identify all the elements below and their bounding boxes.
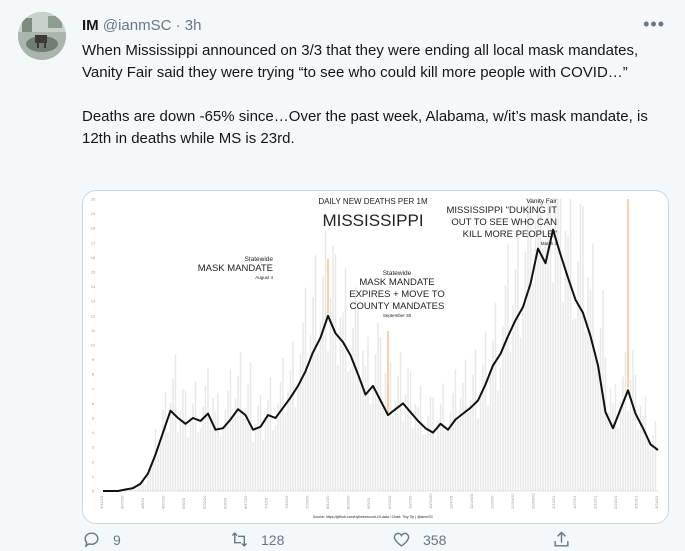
chart-image[interactable]: 0 1 2 3 4 5 6 7 8 9 10 11 12 13 14 15 16 17 18 19 20 3/11/20…	[82, 190, 669, 524]
series-line	[103, 228, 659, 492]
x-tick-label: 6/17/20	[243, 495, 248, 509]
retweet-count: 128	[261, 531, 285, 548]
y-tick-label: 2	[92, 459, 95, 464]
annotation-label: MASK MANDATE	[359, 277, 434, 288]
x-tick-label: 8/26/20	[346, 495, 351, 509]
annotation-source: Statewide	[383, 270, 412, 277]
annotation-source: Statewide	[244, 256, 273, 263]
y-tick-label: 7	[92, 386, 95, 391]
y-tick-label: 0	[92, 489, 95, 494]
x-tick-label: 4/22/20	[161, 495, 166, 509]
y-tick-label: 3	[92, 445, 95, 450]
chart-background-bars	[124, 199, 657, 491]
x-tick-label: 1/27/21	[572, 495, 577, 509]
annotation-source: Vanity Fair	[526, 198, 557, 205]
annotation-label: EXPIRES + MOVE TO	[349, 289, 444, 300]
x-tick-label: 1/13/21	[551, 495, 556, 509]
y-tick-label: 4	[92, 430, 95, 435]
annotation-label: COUNTY MANDATES	[350, 301, 445, 312]
annotation-label: KILL MORE PEOPLE"	[463, 229, 557, 240]
user-handle[interactable]: @ianmSC	[102, 17, 172, 34]
y-tick-label: 9	[92, 357, 95, 362]
y-tick-label: 5	[92, 416, 95, 421]
avatar-image	[18, 12, 66, 60]
share-icon	[554, 531, 569, 547]
tweet-paragraph-1: When Mississippi announced on 3/3 that t…	[82, 42, 639, 81]
x-tick-label: 3/11/20	[99, 495, 104, 509]
reply-count: 9	[113, 531, 121, 548]
x-tick-label: 3/25/20	[120, 495, 125, 509]
y-tick-label: 15	[91, 270, 96, 275]
timestamp[interactable]: 3h	[184, 17, 202, 34]
reply-button[interactable]: 9	[82, 530, 121, 549]
x-tick-label: 9/9/20	[366, 497, 371, 509]
x-tick-label: 12/16/20	[510, 493, 515, 509]
display-name[interactable]: IM	[82, 17, 99, 34]
like-icon	[393, 532, 410, 547]
avatar[interactable]	[18, 12, 66, 60]
x-tick-label: 12/2/20	[490, 495, 495, 509]
annotation-label: MASK MANDATE	[198, 263, 273, 274]
annotation-date: August 4	[255, 275, 273, 280]
x-tick-label: 3/10/21	[633, 495, 638, 509]
y-tick-label: 1	[92, 474, 95, 479]
y-tick-label: 12	[91, 313, 96, 318]
y-tick-label: 6	[92, 401, 95, 406]
x-tick-label: 5/6/20	[181, 497, 186, 509]
x-tick-label: 10/21/20	[428, 493, 433, 509]
y-tick-label: 17	[91, 240, 96, 245]
chart-title: MISSISSIPPI	[322, 211, 423, 230]
y-tick-label: 8	[92, 372, 95, 377]
x-tick-label: 7/15/20	[284, 495, 289, 509]
y-tick-label: 18	[91, 226, 96, 231]
chart-subtitle: DAILY NEW DEATHS PER 1M	[318, 197, 428, 206]
retweet-button[interactable]: 128	[230, 530, 284, 549]
annotation-label: MISSISSIPPI "DUKING IT	[446, 205, 557, 216]
x-tick-label: 6/3/20	[222, 497, 227, 509]
tweet-header: IM @ianmSC · 3h	[82, 16, 201, 36]
y-tick-label: 14	[91, 284, 96, 289]
y-tick-label: 19	[91, 211, 96, 216]
x-tick-label: 2/24/21	[613, 495, 618, 509]
y-tick-label: 20	[91, 197, 96, 202]
x-tick-label: 8/12/20	[325, 495, 330, 509]
chart-source: Source: https://github.com/nytimes/covid…	[313, 515, 434, 519]
x-tick-label: 12/30/20	[531, 493, 536, 509]
x-tick-label: 7/1/20	[263, 497, 268, 509]
x-axis: 3/11/20 3/25/20 4/8/20 4/22/20 5/6/20 5/20/20…	[99, 493, 659, 509]
tweet-actions: 9 128 358	[82, 530, 642, 551]
x-tick-label: 3/24/21	[654, 495, 659, 509]
y-tick-label: 10	[91, 343, 96, 348]
tweet-text: When Mississippi announced on 3/3 that t…	[82, 40, 672, 150]
x-tick-label: 5/20/20	[202, 495, 207, 509]
y-tick-label: 13	[91, 299, 96, 304]
annotation-date: September 30	[383, 313, 412, 318]
y-tick-label: 16	[91, 255, 96, 260]
like-button[interactable]: 358	[392, 530, 446, 549]
like-count: 358	[423, 531, 447, 548]
x-tick-label: 11/18/20	[469, 493, 474, 509]
x-tick-label: 10/7/20	[407, 495, 412, 509]
share-button[interactable]	[552, 530, 583, 549]
y-tick-label: 11	[91, 328, 96, 333]
x-tick-label: 11/4/20	[448, 495, 453, 509]
x-tick-label: 4/8/20	[140, 497, 145, 509]
x-tick-label: 2/10/21	[592, 495, 597, 509]
x-tick-label: 9/23/20	[387, 495, 392, 509]
reply-icon	[84, 532, 99, 548]
more-icon[interactable]: •••	[643, 14, 665, 34]
annotation-label: OUT TO SEE WHO CAN	[451, 217, 557, 228]
x-tick-label: 7/29/20	[305, 495, 310, 509]
separator: ·	[175, 17, 181, 34]
tweet-paragraph-2: Deaths are down -65% since…Over the past…	[82, 108, 648, 147]
retweet-icon	[231, 532, 248, 547]
